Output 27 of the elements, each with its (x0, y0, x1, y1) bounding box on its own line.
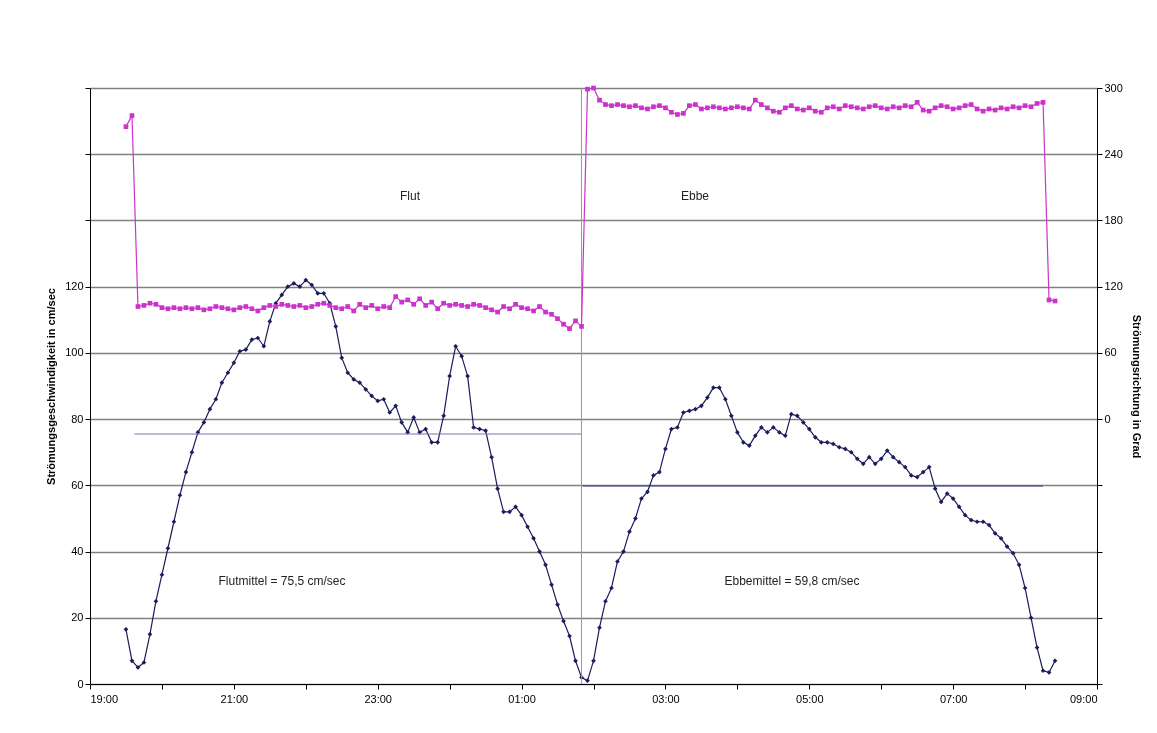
annotation: Flut (399, 189, 421, 203)
x-tick-label: 05:00 (796, 692, 824, 705)
x-tick-label: 07:00 (939, 692, 968, 705)
y-tick-label: 40 (71, 545, 84, 558)
y-tick-label: 100 (65, 346, 84, 359)
x-tick-label: 09:00 (1069, 692, 1098, 705)
x-tick-label: 01:00 (508, 692, 536, 705)
x-tick-label: 21:00 (220, 692, 249, 705)
y2-tick-label: 240 (1104, 147, 1123, 160)
y2-tick-label: 300 (1104, 81, 1123, 94)
y-tick-label: 120 (65, 280, 84, 293)
x-tick-label: 19:00 (90, 692, 119, 705)
y-tick-label: 0 (77, 677, 84, 690)
annotation: Ebbemittel = 59,8 cm/sec (724, 574, 860, 588)
y2-tick-label: 120 (1104, 280, 1123, 293)
y-tick-label: 60 (71, 478, 84, 491)
annotation: Flutmittel = 75,5 cm/sec (218, 574, 346, 588)
y2-axis-title: Strömungsrichtung in Grad (1130, 314, 1143, 459)
x-tick-label: 23:00 (364, 692, 392, 705)
x-tick-label: 03:00 (652, 692, 680, 705)
y2-tick-label: 0 (1104, 412, 1111, 425)
y-tick-label: 80 (71, 412, 84, 425)
annotation: Ebbe (680, 189, 710, 203)
y2-tick-label: 60 (1104, 346, 1117, 359)
y-tick-label: 20 (71, 611, 84, 624)
y-axis-title: Strömungsgeschwindigkeit in cm/sec (45, 288, 58, 485)
y2-tick-label: 180 (1104, 213, 1123, 226)
